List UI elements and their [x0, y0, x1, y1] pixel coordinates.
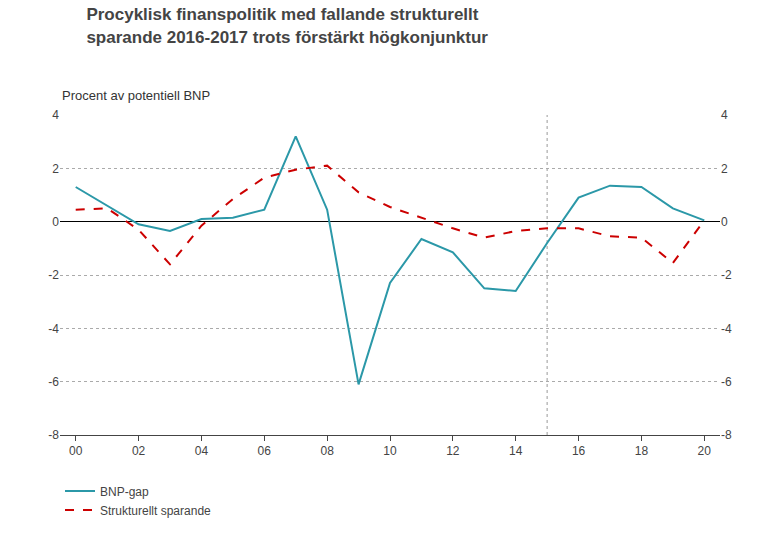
- svg-text:-4: -4: [721, 322, 732, 336]
- svg-text:-6: -6: [721, 375, 732, 389]
- svg-text:20: 20: [698, 444, 712, 458]
- svg-text:4: 4: [721, 108, 728, 122]
- svg-text:4: 4: [52, 108, 59, 122]
- svg-text:06: 06: [258, 444, 272, 458]
- svg-text:0: 0: [721, 215, 728, 229]
- svg-text:10: 10: [383, 444, 397, 458]
- svg-text:2: 2: [52, 162, 59, 176]
- svg-text:Strukturellt sparande: Strukturellt sparande: [100, 504, 211, 518]
- svg-text:16: 16: [572, 444, 586, 458]
- svg-text:-6: -6: [48, 375, 59, 389]
- svg-text:18: 18: [635, 444, 649, 458]
- svg-text:12: 12: [446, 444, 460, 458]
- svg-text:04: 04: [195, 444, 209, 458]
- svg-text:Procent av potentiell BNP: Procent av potentiell BNP: [62, 88, 210, 103]
- svg-text:14: 14: [509, 444, 523, 458]
- svg-text:-4: -4: [48, 322, 59, 336]
- svg-text:-2: -2: [721, 268, 732, 282]
- svg-text:0: 0: [52, 215, 59, 229]
- svg-text:02: 02: [132, 444, 146, 458]
- svg-text:-8: -8: [721, 428, 732, 442]
- svg-text:Procyklisk finanspolitik med f: Procyklisk finanspolitik med fallande st…: [86, 5, 488, 46]
- svg-text:-8: -8: [48, 428, 59, 442]
- svg-text:08: 08: [320, 444, 334, 458]
- svg-text:00: 00: [69, 444, 83, 458]
- svg-text:-2: -2: [48, 268, 59, 282]
- svg-text:2: 2: [721, 162, 728, 176]
- svg-text:BNP-gap: BNP-gap: [100, 485, 149, 499]
